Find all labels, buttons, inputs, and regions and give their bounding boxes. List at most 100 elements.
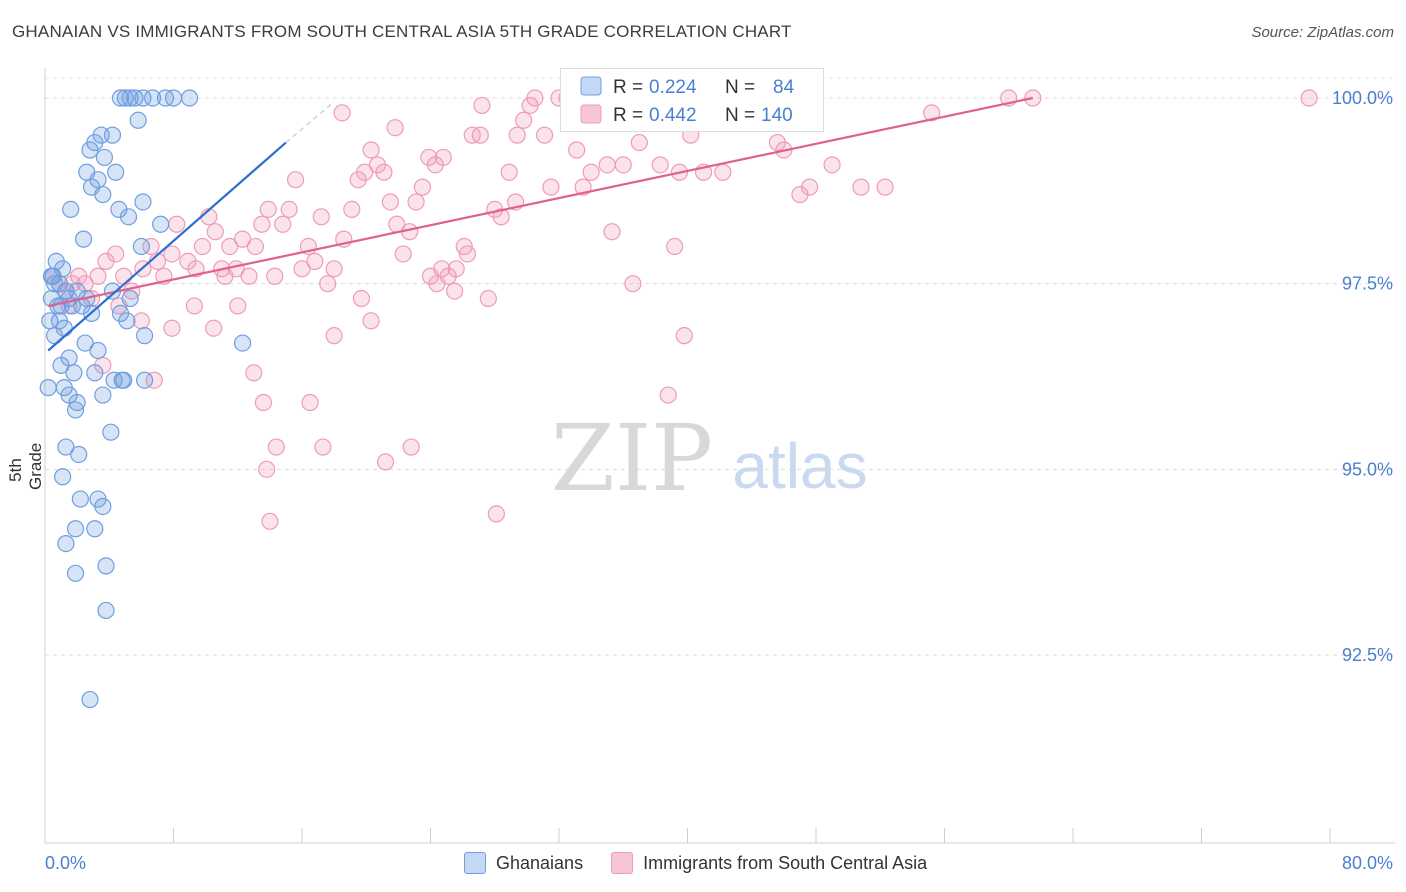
data-point-immigrants — [107, 245, 125, 263]
data-point-immigrants — [508, 126, 526, 144]
data-point-immigrants — [254, 393, 273, 412]
stats-legend-svg: R = 0.224 N = 84 R = 0.442 N = 140 — [580, 76, 795, 126]
stats-r-label-1: R = — [613, 77, 643, 98]
data-point-immigrants — [280, 200, 298, 218]
data-point-immigrants — [142, 237, 160, 256]
data-point-immigrants — [1300, 89, 1318, 107]
data-point-ghanaians — [233, 334, 252, 352]
data-point-immigrants — [852, 178, 870, 196]
data-point-immigrants — [89, 267, 107, 285]
chart-title: GHANAIAN VS IMMIGRANTS FROM SOUTH CENTRA… — [12, 22, 792, 41]
data-point-ghanaians — [103, 126, 122, 144]
data-point-immigrants — [923, 104, 941, 122]
data-point-immigrants — [651, 156, 669, 174]
watermark: ZIP atlas — [551, 405, 868, 512]
data-point-ghanaians — [115, 371, 133, 389]
data-point-immigrants — [301, 393, 319, 412]
data-point-immigrants — [413, 178, 432, 196]
data-point-immigrants — [193, 237, 212, 256]
data-point-immigrants — [163, 319, 181, 337]
data-point-immigrants — [233, 230, 252, 248]
data-point-ghanaians — [118, 312, 136, 330]
series-ghanaians-points — [39, 89, 252, 709]
trend-lines — [47, 96, 1034, 352]
stats-r-label-2: R = — [613, 105, 643, 126]
y-tick-label-3: 100.0% — [1332, 88, 1393, 108]
x-tick-label-min: 0.0% — [45, 853, 86, 873]
data-point-immigrants — [675, 327, 693, 345]
data-point-ghanaians — [107, 163, 125, 181]
data-point-immigrants — [624, 275, 642, 293]
data-point-immigrants — [445, 282, 464, 300]
data-point-immigrants — [492, 208, 510, 226]
data-point-ghanaians — [97, 601, 115, 620]
data-point-immigrants — [521, 96, 539, 115]
data-point-immigrants — [246, 237, 265, 256]
data-point-ghanaians — [66, 401, 85, 419]
data-point-ghanaians — [164, 89, 183, 107]
stats-r-value-2: 0.442 — [649, 105, 697, 126]
legend-swatch-ghanaians — [464, 852, 486, 874]
data-point-immigrants — [407, 193, 425, 211]
data-point-immigrants — [381, 193, 399, 211]
data-point-immigrants — [163, 245, 181, 263]
data-point-ghanaians — [94, 185, 112, 204]
data-point-immigrants — [306, 252, 324, 270]
data-point-immigrants — [314, 438, 332, 456]
data-point-immigrants — [376, 453, 395, 471]
data-point-immigrants — [333, 104, 351, 122]
data-point-immigrants — [205, 319, 223, 337]
stats-swatch-immigrants — [580, 104, 602, 124]
data-point-immigrants — [267, 438, 285, 456]
data-point-immigrants — [603, 223, 621, 241]
x-tick-label-max: 80.0% — [1342, 853, 1393, 873]
stats-r-value-1: 0.224 — [649, 77, 697, 98]
data-point-ghanaians — [42, 267, 61, 285]
data-point-immigrants — [274, 215, 292, 233]
stats-n-value-1: 84 — [773, 77, 795, 98]
data-point-ghanaians — [180, 89, 199, 107]
data-point-ghanaians — [86, 364, 104, 382]
data-point-ghanaians — [66, 564, 85, 582]
data-point-ghanaians — [70, 445, 88, 464]
data-point-immigrants — [447, 260, 465, 278]
data-point-ghanaians — [129, 111, 147, 129]
data-point-immigrants — [666, 237, 684, 256]
data-point-immigrants — [132, 312, 150, 330]
trend-line-ghanaians-extension — [285, 101, 335, 144]
axes — [44, 68, 1395, 844]
data-point-ghanaians — [135, 371, 154, 389]
data-point-ghanaians — [65, 364, 83, 382]
data-point-immigrants — [535, 126, 554, 144]
source-credit: Source: ZipAtlas.com — [1251, 24, 1394, 41]
data-point-ghanaians — [111, 89, 130, 107]
data-point-immigrants — [115, 267, 133, 285]
y-tick-label-1: 95.0% — [1342, 459, 1393, 479]
data-point-immigrants — [362, 312, 380, 330]
data-point-immigrants — [168, 215, 186, 233]
data-point-immigrants — [259, 200, 277, 218]
data-point-immigrants — [659, 386, 677, 404]
data-point-immigrants — [286, 171, 305, 189]
data-point-ghanaians — [95, 148, 114, 167]
data-point-ghanaians — [54, 468, 72, 486]
data-point-ghanaians — [116, 89, 134, 107]
data-point-immigrants — [319, 275, 337, 293]
data-point-ghanaians — [57, 534, 75, 553]
stats-legend: R = 0.224 N = 84 R = 0.442 N = 140 — [560, 68, 824, 132]
data-point-immigrants — [473, 96, 491, 115]
data-point-ghanaians — [121, 289, 139, 308]
x-tick-labels: 0.0% 80.0% — [45, 853, 1393, 873]
legend-swatch-immigrants — [611, 852, 634, 874]
data-point-immigrants — [394, 245, 412, 263]
data-point-ghanaians — [135, 327, 154, 345]
legend-label-immigrants: Immigrants from South Central Asia — [643, 852, 928, 873]
data-point-immigrants — [386, 119, 404, 137]
data-point-immigrants — [145, 371, 163, 389]
legend-label-ghanaians: Ghanaians — [496, 852, 584, 873]
watermark-zip: ZIP — [551, 405, 713, 512]
data-point-ghanaians — [50, 312, 69, 330]
y-tick-label-2: 97.5% — [1342, 274, 1393, 294]
data-point-ghanaians — [71, 490, 89, 508]
stats-n-label-1: N = — [725, 77, 755, 98]
